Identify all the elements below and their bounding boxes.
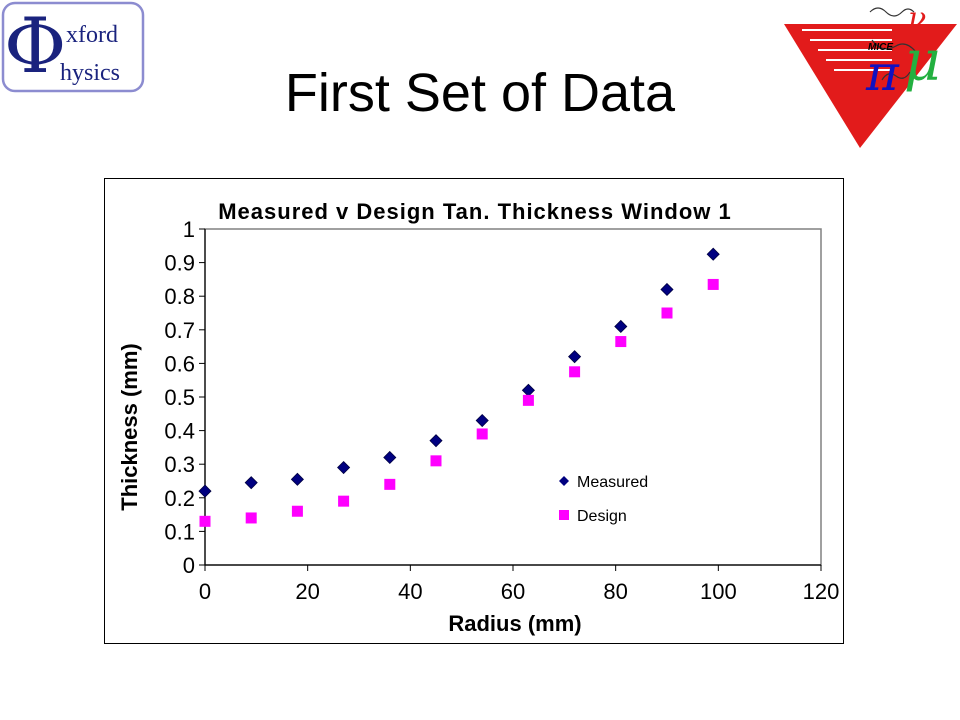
slide-title: First Set of Data xyxy=(284,63,676,123)
x-tick-label: 0 xyxy=(199,579,211,604)
x-tick-label: 20 xyxy=(295,579,319,604)
x-tick-label: 60 xyxy=(501,579,525,604)
y-tick-label: 0.2 xyxy=(164,486,195,511)
design-point xyxy=(199,515,211,527)
design-point xyxy=(707,278,719,290)
measured-point xyxy=(290,472,304,486)
measured-point xyxy=(706,247,720,261)
design-point xyxy=(522,394,534,406)
y-tick-label: 0.6 xyxy=(164,351,195,376)
x-tick-label: 120 xyxy=(803,579,840,604)
design-point xyxy=(569,366,581,378)
chart-frame: 0 0.1 0.2 0.3 0.4 0.5 0.6 0.7 0.8 0.9 1 0 20 40 60 80 10… xyxy=(104,178,844,644)
design-point xyxy=(384,478,396,490)
x-tick-label: 80 xyxy=(603,579,627,604)
y-tick-label: 0.7 xyxy=(164,318,195,343)
logo-phi: Φ xyxy=(4,1,66,90)
legend-label-design: Design xyxy=(577,508,627,525)
y-tick-label: 0.5 xyxy=(164,385,195,410)
svg-text:μ: μ xyxy=(904,29,940,94)
legend-label-measured: Measured xyxy=(577,474,648,491)
y-tick-label: 0.9 xyxy=(164,251,195,276)
y-tick-label: 0.3 xyxy=(164,452,195,477)
design-point xyxy=(291,505,303,517)
svg-text:MICE: MICE xyxy=(868,42,893,53)
y-tick-label: 0.4 xyxy=(164,419,195,444)
design-point xyxy=(430,455,442,467)
x-axis-label: Radius (mm) xyxy=(448,611,581,636)
design-point xyxy=(476,428,488,440)
oxford-physics-logo: Φ xford hysics xyxy=(1,1,145,93)
svg-text:ν: ν xyxy=(908,1,926,36)
svg-text:π: π xyxy=(865,44,900,102)
x-tick-label: 40 xyxy=(398,579,422,604)
legend-marker-measured xyxy=(559,476,569,486)
measured-point xyxy=(337,460,351,475)
chart-title: Measured v Design Tan. Thickness Window … xyxy=(218,199,732,224)
y-tick-label: 0.1 xyxy=(164,519,195,544)
y-tick-label: 0.8 xyxy=(164,284,195,309)
logo-line-1: xford xyxy=(66,22,118,48)
logo-line-2: hysics xyxy=(60,60,120,86)
y-axis-label: Thickness (mm) xyxy=(117,343,142,511)
design-point xyxy=(615,336,627,348)
design-point xyxy=(245,512,257,524)
design-point xyxy=(661,307,673,319)
y-tick-label: 0 xyxy=(183,553,195,578)
design-point xyxy=(338,495,350,507)
measured-point xyxy=(198,484,212,498)
measured-point xyxy=(429,434,443,448)
measured-point xyxy=(568,350,582,364)
measured-point xyxy=(475,413,489,428)
scatter-chart: 0 0.1 0.2 0.3 0.4 0.5 0.6 0.7 0.8 0.9 1 0 20 40 60 80 10… xyxy=(117,199,840,636)
measured-point xyxy=(614,319,628,334)
y-tick-label: 1 xyxy=(183,217,195,242)
mice-pi-mu-logo: MICE π μ ν xyxy=(784,1,957,148)
x-tick-label: 100 xyxy=(700,579,737,604)
legend-marker-design xyxy=(559,510,569,520)
measured-point xyxy=(660,282,674,297)
measured-point xyxy=(383,450,397,465)
measured-point xyxy=(244,476,258,490)
